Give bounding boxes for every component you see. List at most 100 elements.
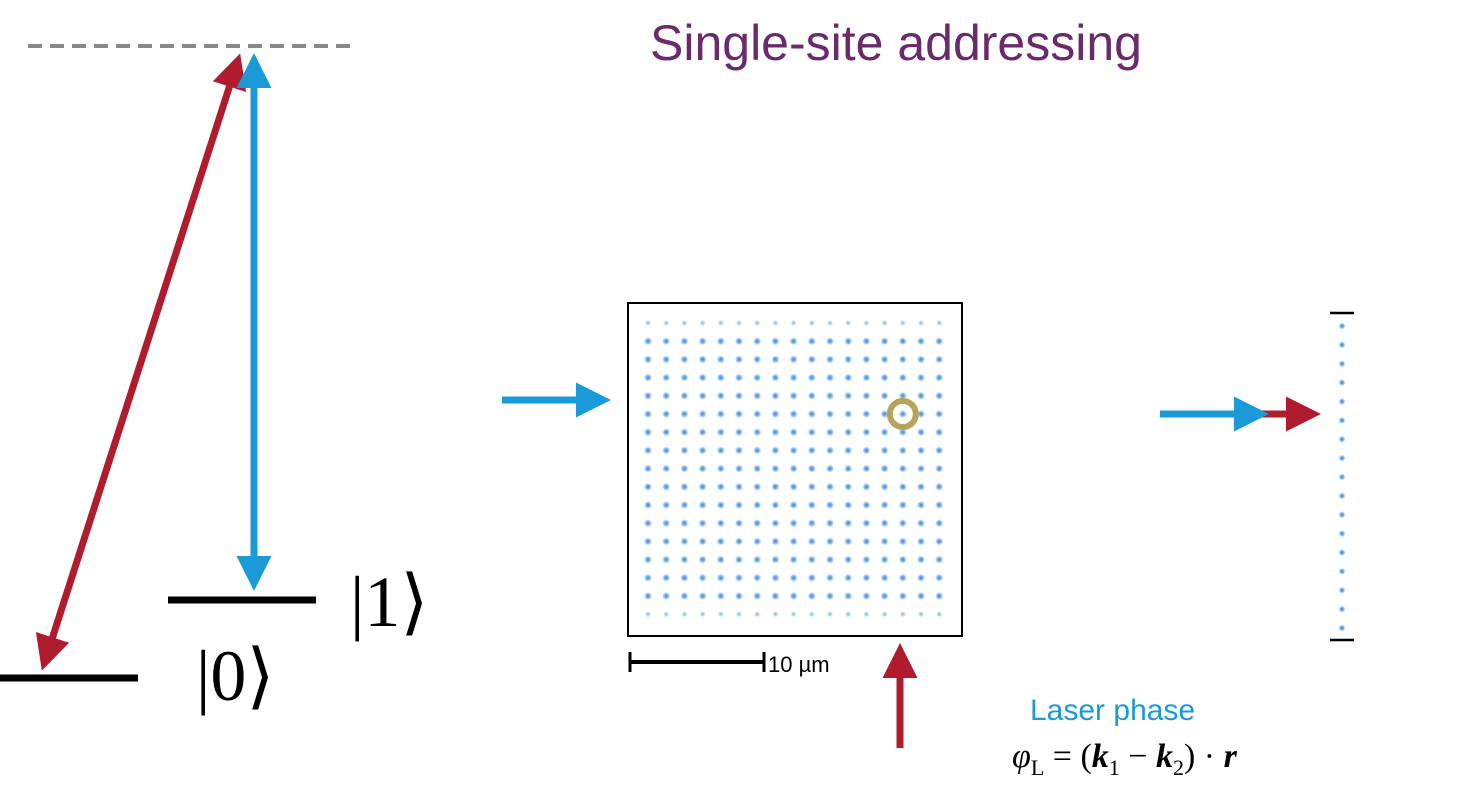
lattice-site [862, 464, 871, 473]
lattice-site [789, 337, 798, 346]
lattice-site [862, 409, 871, 419]
lattice-site [844, 537, 853, 546]
lattice-site [680, 482, 689, 491]
red-raman-arrow [35, 53, 247, 671]
side-view-site [1338, 624, 1346, 632]
lattice-site [935, 337, 944, 346]
lattice-site [899, 611, 906, 618]
lattice-site [844, 482, 853, 491]
lattice-site [753, 428, 762, 437]
lattice-site [643, 391, 653, 400]
lattice-site [916, 446, 926, 455]
lattice-site [789, 428, 798, 437]
lattice-site [643, 337, 653, 346]
lattice-site [698, 355, 707, 364]
lattice-site [935, 500, 944, 510]
lattice-site [880, 355, 889, 364]
lattice-site [862, 446, 871, 455]
lattice-site [880, 391, 889, 400]
side-view-site [1338, 492, 1346, 500]
lattice-site [662, 373, 671, 382]
lattice-site [863, 319, 870, 327]
lattice-site [880, 409, 889, 419]
side-view-site [1338, 511, 1346, 519]
lattice-site [753, 391, 762, 400]
side-view-site [1338, 379, 1346, 387]
lattice-site [698, 446, 707, 455]
lattice-site [807, 409, 816, 419]
lattice-site [898, 573, 907, 582]
lattice-site [898, 519, 907, 528]
lattice-site [880, 446, 889, 455]
lattice-site [898, 391, 907, 400]
lattice-site [916, 500, 926, 510]
lattice-site [916, 337, 926, 346]
lattice-site [880, 519, 889, 528]
laser-phase-formula: φL = (k1 − k2) · r [1012, 738, 1237, 780]
lattice-site [880, 555, 889, 564]
lattice-site [807, 537, 816, 546]
lattice-site [789, 355, 798, 364]
side-view-site [1338, 416, 1346, 424]
lattice-site [735, 319, 743, 327]
lattice-site [862, 537, 871, 546]
lattice-site [789, 446, 798, 455]
lattice-site [936, 319, 943, 327]
lattice-site [698, 373, 707, 382]
lattice-site [680, 573, 689, 582]
side-view-site [1338, 605, 1346, 613]
lattice-site [753, 537, 762, 546]
lattice-site [898, 409, 907, 419]
lattice-site [680, 519, 689, 528]
lattice-site [844, 355, 853, 364]
lattice-site [826, 611, 834, 618]
lattice-site [771, 337, 780, 346]
lattice-site [716, 537, 725, 546]
side-view-site [1338, 322, 1346, 330]
lattice-site [825, 337, 835, 346]
lattice-site [734, 573, 744, 582]
laser-phase-label: Laser phase [1030, 694, 1196, 727]
lattice-site [935, 446, 944, 455]
lattice-site [716, 355, 725, 364]
lattice-site [898, 591, 907, 601]
lattice-site [772, 319, 779, 327]
lattice-site [753, 500, 762, 510]
lattice-site [862, 573, 871, 582]
lattice-site [643, 555, 653, 564]
lattice-site [680, 391, 689, 400]
lattice-site [716, 482, 725, 491]
lattice-site [735, 611, 743, 618]
lattice-site [880, 482, 889, 491]
lattice-site [844, 519, 853, 528]
lattice-site [680, 409, 689, 419]
lattice-site [807, 555, 816, 564]
lattice-site [880, 537, 889, 546]
lattice-site [716, 391, 725, 400]
lattice-site [716, 337, 725, 346]
lattice-site [771, 355, 780, 364]
lattice-site [844, 428, 853, 437]
lattice-site [680, 373, 689, 382]
lattice-site [862, 355, 871, 364]
lattice-site [845, 611, 852, 618]
lattice-site [825, 409, 835, 419]
lattice-site [789, 537, 798, 546]
lattice-site [680, 337, 689, 346]
lattice-site [643, 409, 653, 419]
lattice-site [698, 464, 707, 473]
lattice-site [825, 355, 835, 364]
lattice-site [880, 591, 889, 601]
lattice-site [643, 446, 653, 455]
lattice-site [916, 482, 926, 491]
side-view-site [1338, 454, 1346, 462]
lattice-site [771, 428, 780, 437]
lattice-site [825, 446, 835, 455]
lattice-site [699, 611, 706, 618]
lattice-site [716, 573, 725, 582]
lattice-site [825, 573, 835, 582]
lattice-site [935, 391, 944, 400]
lattice-site [844, 591, 853, 601]
lattice-site [825, 555, 835, 564]
